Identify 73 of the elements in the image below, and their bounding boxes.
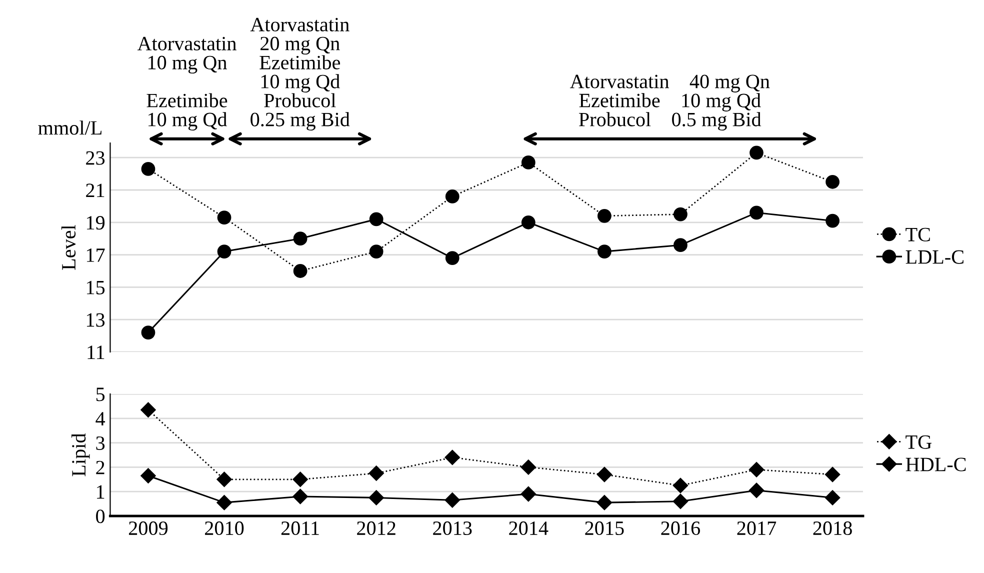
point [824,490,840,506]
y-tick-label: 21 [86,184,104,197]
point [521,156,536,170]
x-tick-label: 2015 [585,521,624,536]
point [598,244,612,258]
x-tick-label: 2009 [128,521,168,536]
point [824,466,840,482]
point [444,492,460,508]
legend-label: TG [906,435,932,449]
y-tick-label: 17 [86,248,105,262]
point [826,214,840,228]
y-tick-label: 11 [88,346,104,359]
point [445,190,460,204]
point [596,466,612,482]
x-tick-label: 2011 [281,521,319,536]
point [521,215,536,230]
point [444,450,460,465]
point [293,264,308,278]
point [368,466,384,481]
legend-label: TC [906,228,930,242]
point [292,488,308,504]
point [748,462,764,478]
point [520,486,536,502]
y-axis-title: Level [61,224,76,270]
y-tick-label: 5 [96,388,105,402]
point [674,238,688,252]
point [293,232,308,246]
point [520,460,536,475]
point [598,208,612,223]
point [674,207,688,222]
point [596,495,612,510]
point [369,212,384,226]
text: mmol/L [38,120,102,135]
text: Atorvastatin 40 mg Qn Ezetimibe 10 mg Qd Probucol 0.5 mg Bid [570,74,770,130]
text: Atorvastatin 20 mg Qn Ezetimibe 10 mg Qd Probucol 0.25 mg Bid [250,18,350,130]
point [216,472,232,487]
x-tick-label: 2016 [661,521,700,536]
point [672,494,688,509]
point [826,174,840,189]
y-tick-label: 13 [86,313,105,327]
point [369,244,384,258]
point [368,490,384,506]
point [217,210,232,224]
x-tick-label: 2018 [813,521,852,536]
x-tick-label: 2012 [357,521,396,536]
x-tick-label: 2010 [205,521,244,536]
y-tick-label: 3 [96,436,105,450]
point [672,478,688,494]
x-tick-label: 2013 [433,521,472,536]
y-tick-label: 19 [86,216,105,230]
y-tick-label: 1 [97,485,104,499]
point [140,468,156,484]
y-tick-label: 0 [96,510,105,524]
legend-label: HDL-C [906,458,966,472]
y-tick-label: 15 [86,280,105,294]
point [140,402,156,418]
y-tick-label: 2 [96,460,104,474]
point [217,244,232,258]
point [750,146,764,160]
point [141,326,156,340]
y-tick-label: 4 [96,412,106,426]
point [216,495,232,510]
x-tick-label: 2014 [509,521,548,536]
y-axis-title: Lipid [71,433,90,476]
text: Atorvastatin 10 mg Qn Ezetimibe 10 mg Qd [137,36,236,130]
legend-label: LDL-C [906,250,964,264]
x-tick-label: 2017 [737,521,776,536]
point [445,251,460,265]
y-tick-label: 23 [86,151,105,165]
point [750,206,764,220]
point [141,162,156,176]
point [292,472,308,487]
point [748,482,764,498]
